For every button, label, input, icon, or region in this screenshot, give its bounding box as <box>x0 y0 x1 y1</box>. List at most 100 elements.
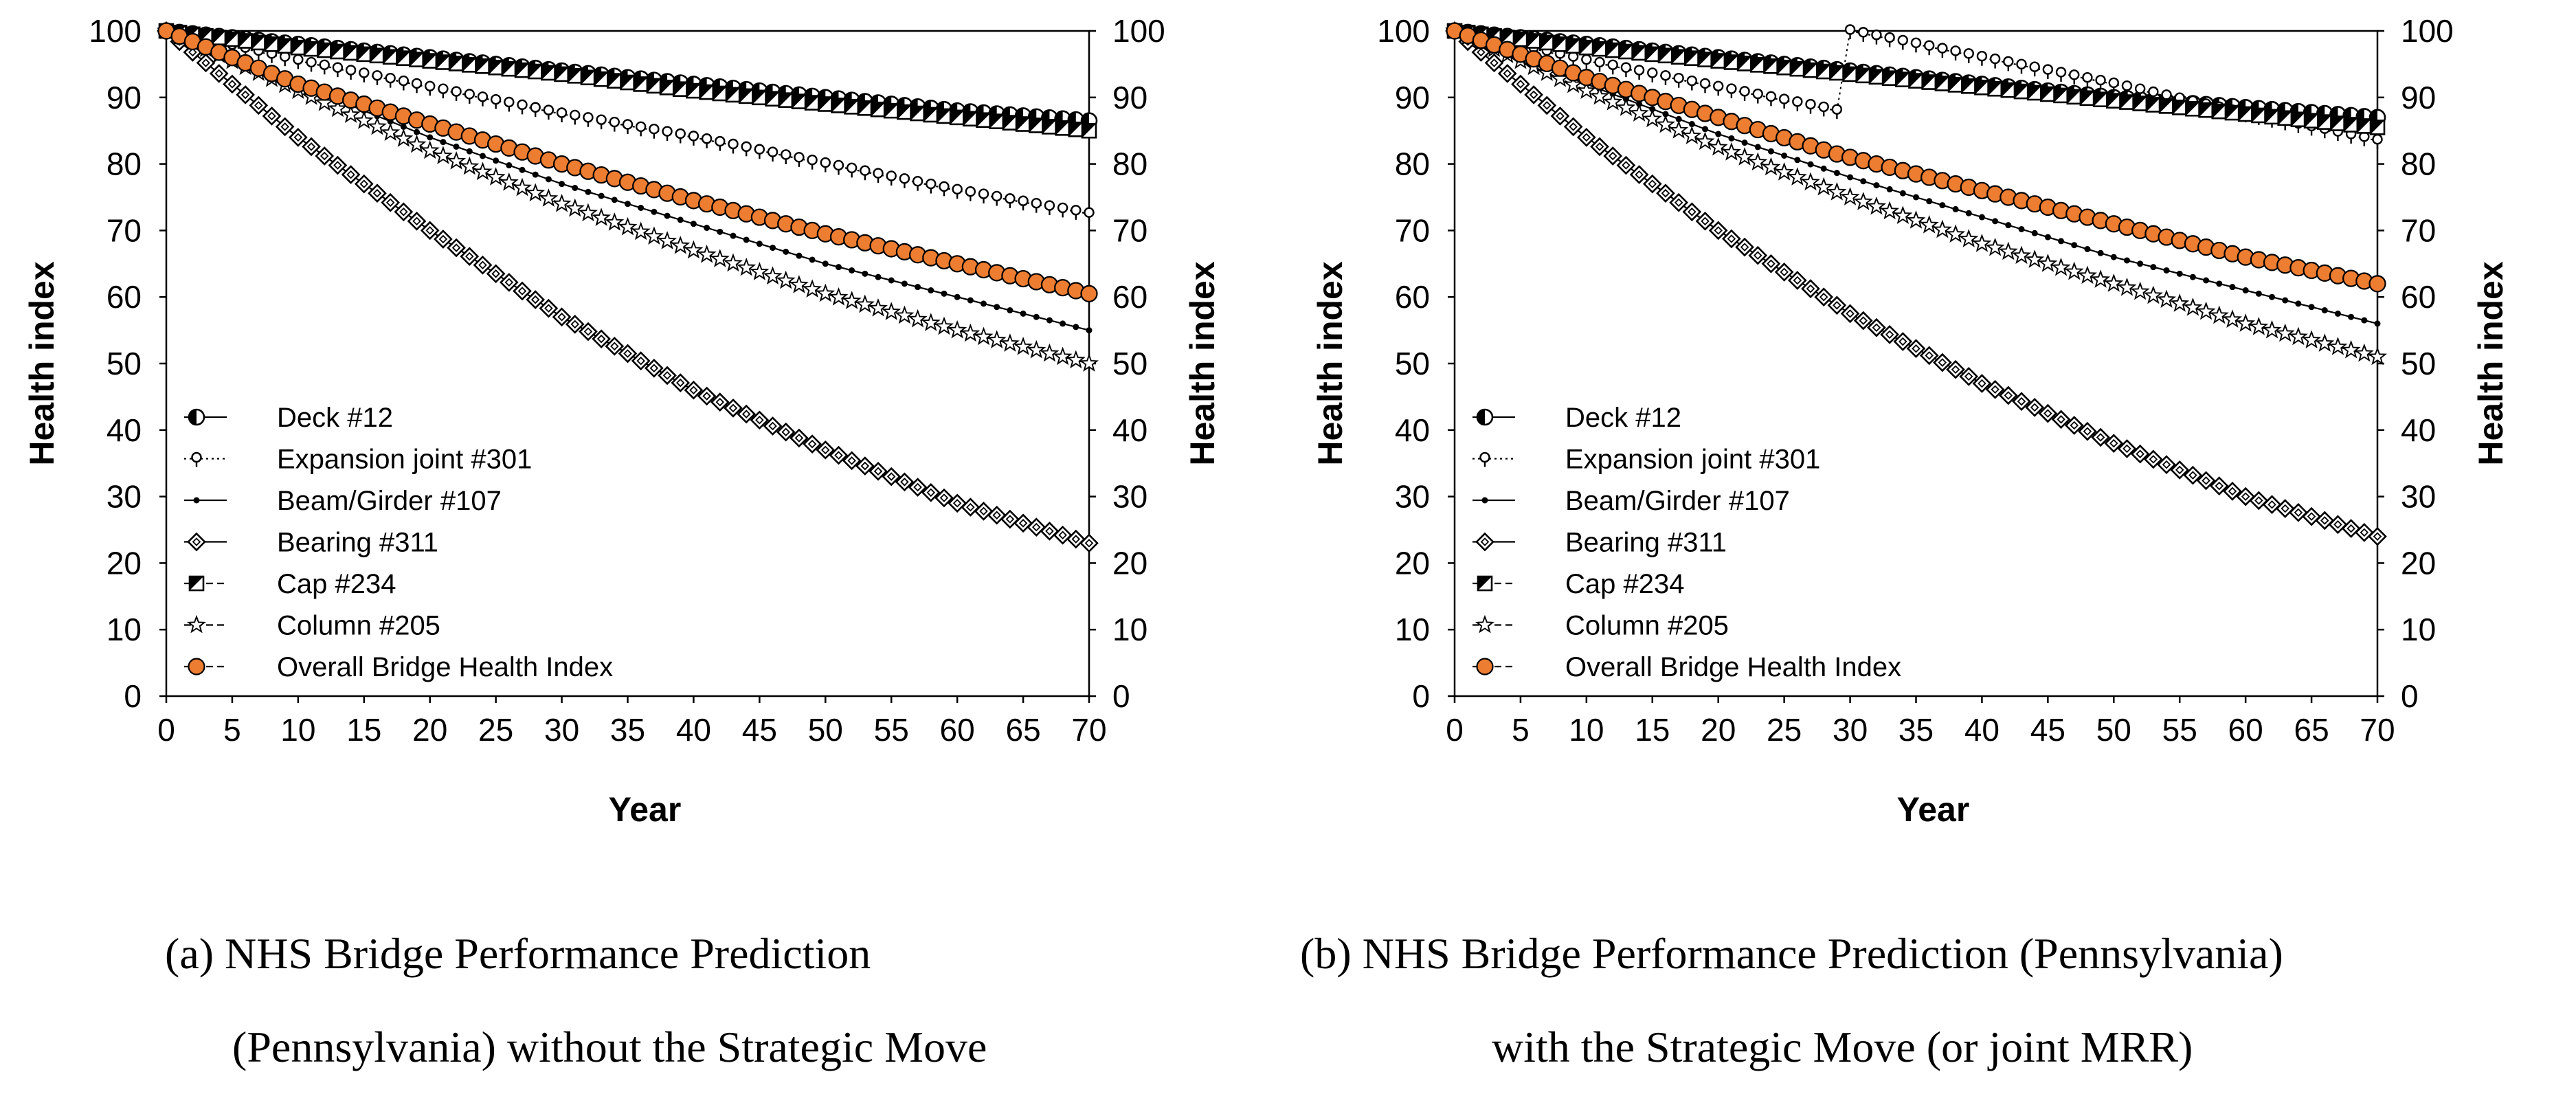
chart0-y-axis-title-right: Health index <box>1183 261 1222 465</box>
chart0-series-column-205-point <box>420 140 440 159</box>
chart0-series-bearing-311-point-inner <box>689 386 698 394</box>
chart0-series-column-205-point <box>776 270 796 289</box>
chart1-series-cap-234-point-fill <box>1738 56 1752 71</box>
chart1-series-cap-234-point-fill <box>1593 42 1607 56</box>
chart0-series-cap-234-point-fill <box>726 87 740 102</box>
chart1-y-tick-label-left: 30 <box>1395 479 1430 515</box>
chart1-series-column-205-point <box>2288 326 2308 346</box>
chart1-series-bearing-311-point-inner <box>2109 438 2118 448</box>
chart0-series-cap-234-point-fill <box>976 113 991 127</box>
chart1-series-cap-234-point-fill <box>2133 96 2147 111</box>
chart0-y-tick-label-left: 80 <box>107 146 142 182</box>
chart0-series-beam-girder-107-point <box>1033 313 1040 320</box>
chart1-y-tick-label-right: 0 <box>2401 678 2419 714</box>
chart0-y-tick-label-left: 20 <box>107 545 142 581</box>
chart1-series-bearing-311-point-inner <box>2320 516 2329 525</box>
chart1-series-cap-234-point-fill <box>1790 62 1804 76</box>
chart1-series-expansion-joint-301-point <box>1792 96 1803 107</box>
chart1-series-column-205-point <box>1603 91 1623 111</box>
chart0-series-cap-234-point-fill <box>515 63 530 78</box>
chart1-legend-entry-column-205-label: Column #205 <box>1565 611 1729 641</box>
chart0-series-cap-234-point-fill <box>594 72 609 87</box>
chart1-legend-entry-cap-234: Cap #234 <box>1472 569 1684 599</box>
chart1-series-bearing-311-point-inner <box>1543 101 1552 110</box>
chart1-series-beam-girder-107-point <box>1886 186 1893 192</box>
chart1-series-column-205-point <box>2302 330 2322 349</box>
chart0-series-beam-girder-107-point <box>519 166 526 173</box>
chart0-series-beam-girder-107-point <box>440 139 447 146</box>
chart0-series-beam-girder-107-point <box>532 171 539 178</box>
chart0-series-cap-234-point-fill <box>462 58 477 72</box>
chart0-series-bearing-311-point-inner <box>188 47 197 57</box>
chart1-series-beam-girder-107-point <box>2176 270 2183 277</box>
chart1-series-beam-girder-107-point <box>1728 135 1735 142</box>
chart1-series-cap-234-point-fill <box>2199 103 2213 118</box>
chart0-series-bearing-311-point-inner <box>306 142 316 151</box>
chart0-series-cap-234-point-fill <box>581 70 595 85</box>
chart0-series-cap-234-point-fill <box>1068 122 1083 137</box>
chart0-legend-entry-bearing-311-label: Bearing #311 <box>277 528 438 558</box>
chart1-legend-entry-overall-bridge-health-index-marker <box>1476 658 1494 676</box>
chart1-series-bearing-311-point-inner <box>1991 385 2000 394</box>
chart1-series-beam-girder-107-point <box>2018 225 2025 232</box>
chart0-series-expansion-joint-301-point <box>991 190 1003 202</box>
chart0-series-column-205-point <box>539 188 559 207</box>
chart1-series-expansion-joint-301-point <box>1713 80 1724 91</box>
chart1-series-bearing-311-point-inner <box>2096 433 2105 442</box>
chart0-series-expansion-joint-301-point <box>425 80 436 91</box>
chart1-series-column-205-point <box>1787 167 1807 186</box>
chart0-legend-entry-cap-234-label: Cap #234 <box>277 569 396 599</box>
chart0-series-cap-234-point-fill <box>673 82 688 96</box>
chart0-x-tick-label: 70 <box>1071 712 1106 748</box>
chart0-series-column-205-point <box>987 330 1007 349</box>
chart1-series-cap-234-point-fill <box>2239 107 2253 121</box>
chart1-series-column-205-point <box>1695 131 1715 150</box>
chart0-series-column-205-point <box>1027 339 1046 359</box>
chart1-series-bearing-311-point-inner <box>2083 427 2092 436</box>
chart0-series-bearing-311-point-inner <box>702 392 711 401</box>
chart0-y-tick-label-left: 70 <box>107 212 142 248</box>
chart1-series-expansion-joint-301-point <box>1660 70 1671 81</box>
chart0-x-tick-label: 40 <box>676 712 711 748</box>
chart0-series-column-205-point <box>499 172 519 191</box>
chart0-series-bearing-311-point-inner <box>412 216 421 226</box>
chart0-series-column-205-point <box>631 221 651 241</box>
chart1-series-column-205-point <box>1800 172 1820 191</box>
chart0-legend-entry-beam-girder-107: Beam/Girder #107 <box>184 486 502 516</box>
chart1-y-tick-label-right: 20 <box>2401 545 2436 581</box>
chart1-series-bearing-311-point-inner <box>1516 80 1525 89</box>
chart0-series-bearing-311-point-inner <box>1005 515 1015 524</box>
chart1-series-expansion-joint-301-point <box>1673 72 1684 84</box>
chart0-series-cap-234-point-fill <box>238 34 253 48</box>
chart0-series-expansion-joint-301-point <box>952 183 963 195</box>
chart0-series-column-205-point <box>552 193 572 212</box>
chart1-series-bearing-311-point-inner <box>2347 524 2355 533</box>
chart1-x-tick-label: 30 <box>1833 712 1868 748</box>
chart1-legend-entry-expansion-joint-301-label: Expansion joint #301 <box>1565 445 1820 475</box>
chart0-series-column-205-point <box>447 150 467 170</box>
chart0-series-expansion-joint-301-point <box>530 102 541 113</box>
chart1-series-cap-234-point-fill <box>1698 52 1712 67</box>
chart1-series-cap-234-point-fill <box>2146 98 2160 112</box>
chart1-legend-entry-cap-234-label: Cap #234 <box>1565 569 1684 599</box>
chart0-series-column-205-point <box>644 226 664 245</box>
chart1-series-bearing-311-point-inner <box>1569 122 1578 131</box>
chart0-series-bearing-311-point-inner <box>517 287 527 295</box>
chart0-series-beam-girder-107-point <box>466 148 473 155</box>
chart1-series-expansion-joint-301-point <box>1976 51 1988 62</box>
chart0-series-expansion-joint-301-point <box>715 135 726 147</box>
chart1-series-expansion-joint-301-point <box>2003 56 2014 67</box>
chart0-series-bearing-311-point-inner <box>966 502 975 512</box>
chart1-legend-entry-deck-12-label: Deck #12 <box>1565 403 1681 433</box>
chart0-series-bearing-311-point-inner <box>649 364 659 373</box>
chart0-series-cap-234-point-fill <box>1042 120 1057 134</box>
chart0-series-column-205-point <box>592 208 612 226</box>
chart1-series-expansion-joint-301-point <box>1686 75 1698 87</box>
chart0-x-tick-label: 0 <box>157 712 175 748</box>
chart0-series-bearing-311-point-inner <box>438 234 448 244</box>
chart0-y-tick-label-right: 100 <box>1112 13 1165 49</box>
chart0-series-cap-234-point-fill <box>989 114 1004 129</box>
chart0-series-beam-girder-107-point <box>704 225 710 232</box>
chart0-series-cap-234-point-fill <box>1082 124 1096 138</box>
chart0-series-bearing-311-point-inner <box>979 506 988 516</box>
